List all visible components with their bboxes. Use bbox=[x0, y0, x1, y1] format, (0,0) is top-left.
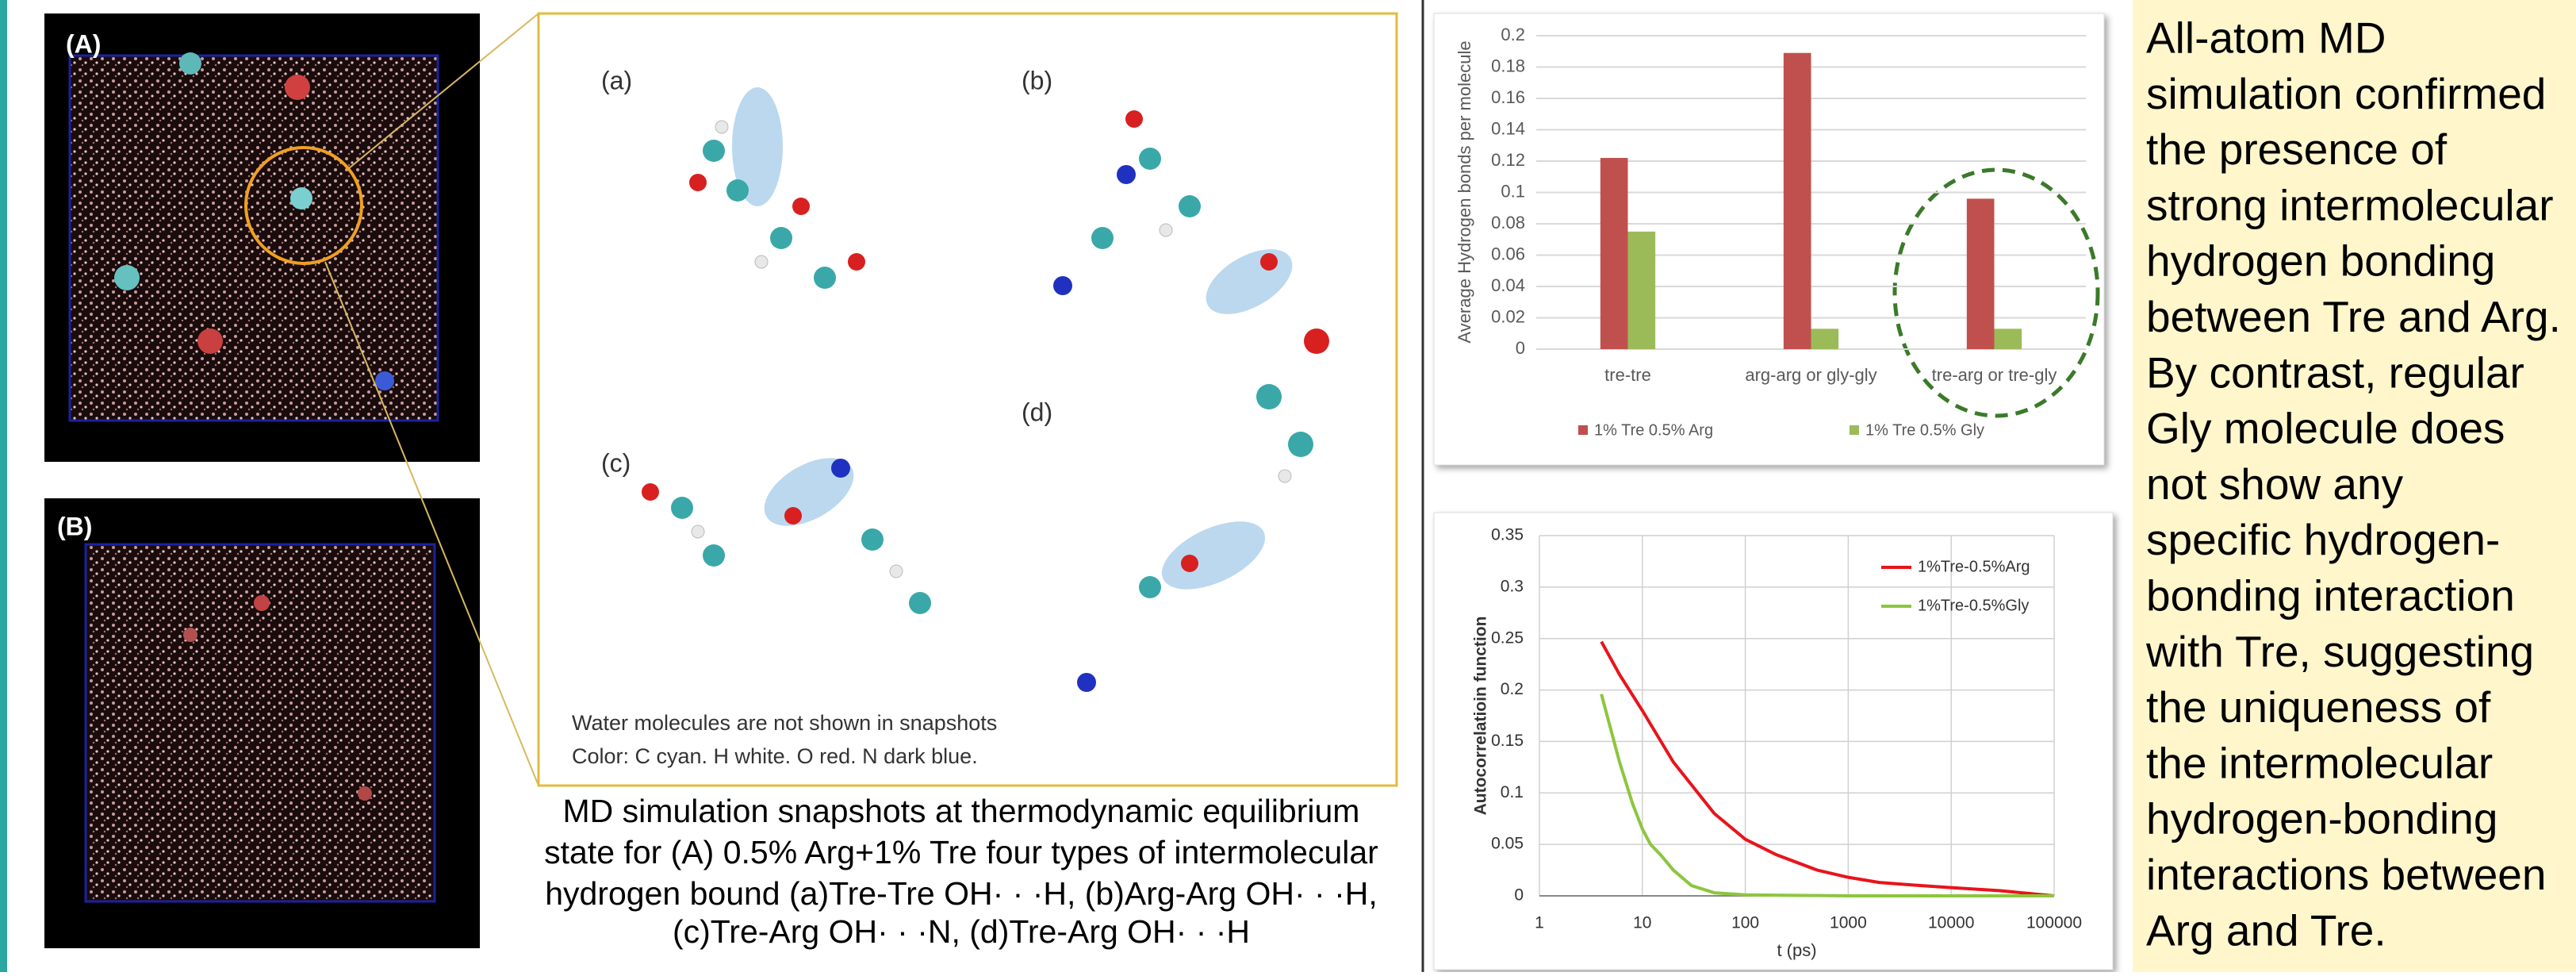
x-tick-label: 10000 bbox=[1928, 914, 1974, 932]
zoom-line bbox=[324, 261, 539, 786]
y-tick-label: 0.35 bbox=[1491, 526, 1524, 544]
x-tick-label: arg-arg or gly-gly bbox=[1745, 365, 1876, 385]
bar bbox=[1811, 329, 1839, 349]
caption-line: state for (A) 0.5% Arg+1% Tre four types… bbox=[544, 834, 1378, 870]
summary-line: the presence of bbox=[2146, 125, 2448, 174]
left-stripe bbox=[0, 0, 7, 972]
legend-label: 1%Tre-0.5%Gly bbox=[1918, 597, 2029, 614]
bar bbox=[1966, 198, 1995, 349]
y-axis-label: Autocorrelatioin function bbox=[1472, 617, 1490, 816]
water-box-a bbox=[68, 54, 439, 422]
y-tick-label: 0.25 bbox=[1491, 628, 1524, 647]
summary-line: specific hydrogen- bbox=[2146, 515, 2500, 564]
summary-line: hydrogen bonding bbox=[2146, 236, 2495, 286]
snapshot-label: (c) bbox=[601, 448, 631, 477]
summary-line: simulation confirmed bbox=[2146, 69, 2546, 118]
caption-line: MD simulation snapshots at thermodynamic… bbox=[563, 793, 1360, 829]
x-axis-label: t (ps) bbox=[1777, 940, 1816, 960]
summary-line: Gly molecule does bbox=[2146, 404, 2505, 453]
bar bbox=[1783, 52, 1811, 349]
y-tick-label: 0 bbox=[1514, 886, 1524, 905]
x-tick-label: 1 bbox=[1535, 914, 1544, 932]
x-tick-label: tre-arg or tre-gly bbox=[1932, 365, 2057, 385]
caption-line: (c)Tre-Arg OH· · ·N, (d)Tre-Arg OH· · ·H bbox=[673, 913, 1250, 950]
legend-label: 1%Tre-0.5%Arg bbox=[1918, 558, 2030, 575]
y-tick-label: 0.14 bbox=[1491, 118, 1525, 138]
summary-box bbox=[2133, 0, 2576, 972]
snapshot-label: (a) bbox=[601, 66, 632, 94]
y-tick-label: 0.04 bbox=[1491, 275, 1525, 295]
panel-label: (B) bbox=[57, 512, 92, 540]
caption-line: hydrogen bound (a)Tre-Tre OH· · ·H, (b)A… bbox=[545, 875, 1378, 912]
summary-line: By contrast, regular bbox=[2146, 348, 2524, 397]
bar-chart-frame bbox=[1433, 13, 2105, 466]
y-tick-label: 0.16 bbox=[1491, 87, 1525, 107]
y-tick-label: 0.06 bbox=[1491, 244, 1525, 263]
x-tick-label: tre-tre bbox=[1604, 365, 1651, 385]
snapshot-label: (b) bbox=[1022, 66, 1052, 94]
summary-line: strong intermolecular bbox=[2146, 180, 2554, 229]
data-line bbox=[1600, 694, 2054, 897]
y-tick-label: 0.18 bbox=[1491, 56, 1525, 75]
legend-label: 1% Tre 0.5% Arg bbox=[1594, 421, 1713, 439]
data-line bbox=[1600, 640, 2055, 897]
snapshot-panel bbox=[537, 12, 1398, 787]
summary-line: not show any bbox=[2146, 459, 2404, 509]
y-tick-label: 0.02 bbox=[1491, 306, 1525, 326]
snapshot-note: Water molecules are not shown in snapsho… bbox=[572, 711, 997, 735]
y-tick-label: 0.08 bbox=[1491, 213, 1525, 232]
legend-swatch bbox=[1850, 425, 1859, 435]
y-axis-label: Average Hydrogen bonds per molecule bbox=[1455, 40, 1474, 343]
y-tick-label: 0.05 bbox=[1491, 835, 1524, 853]
x-tick-label: 100 bbox=[1731, 914, 1759, 932]
summary-line: the intermolecular bbox=[2146, 738, 2493, 787]
y-tick-label: 0 bbox=[1516, 338, 1525, 358]
highlight-ellipse bbox=[1892, 167, 2100, 418]
panel-label: (A) bbox=[66, 29, 101, 58]
molecule-art bbox=[642, 87, 1329, 692]
y-tick-label: 0.2 bbox=[1501, 680, 1524, 698]
y-tick-label: 0.3 bbox=[1501, 577, 1524, 595]
bar bbox=[1600, 158, 1628, 349]
zoom-line bbox=[348, 13, 539, 169]
summary-line: hydrogen-bonding bbox=[2146, 794, 2497, 843]
snapshot-note: Color: C cyan. H white. O red. N dark bl… bbox=[572, 744, 978, 768]
y-tick-label: 0.1 bbox=[1501, 783, 1524, 801]
x-tick-label: 100000 bbox=[2026, 914, 2082, 932]
summary-line: Arg and Tre. bbox=[2146, 905, 2386, 955]
y-tick-label: 0.12 bbox=[1491, 150, 1525, 170]
summary-line: the uniqueness of bbox=[2146, 682, 2491, 732]
legend-swatch bbox=[1578, 425, 1588, 435]
legend-label: 1% Tre 0.5% Gly bbox=[1865, 421, 1984, 439]
zoom-circle bbox=[244, 146, 363, 265]
summary-line: bonding interaction bbox=[2146, 571, 2515, 621]
summary-line: All-atom MD bbox=[2146, 13, 2386, 63]
x-tick-label: 1000 bbox=[1830, 914, 1867, 932]
snapshot-label: (d) bbox=[1022, 398, 1052, 426]
summary-line: with Tre, suggesting bbox=[2145, 627, 2534, 676]
summary-line: interactions between bbox=[2146, 850, 2546, 899]
y-tick-label: 0.2 bbox=[1501, 25, 1525, 44]
summary-line: between Tre and Arg. bbox=[2146, 292, 2561, 341]
bar bbox=[1994, 329, 2022, 349]
y-tick-label: 0.15 bbox=[1491, 732, 1524, 750]
solute-clusters bbox=[114, 52, 394, 801]
bar bbox=[1627, 231, 1656, 349]
x-tick-label: 10 bbox=[1633, 914, 1651, 932]
y-tick-label: 0.1 bbox=[1501, 181, 1525, 201]
